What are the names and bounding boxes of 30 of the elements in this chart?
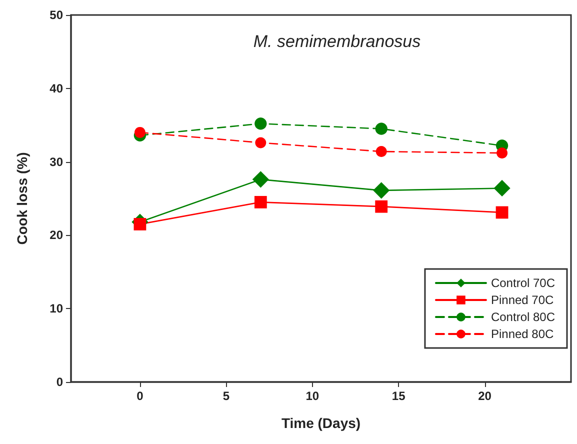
legend-label: Control 80C xyxy=(490,310,556,324)
x-tick-label: 5 xyxy=(222,389,230,403)
x-tick-label: 20 xyxy=(478,389,492,403)
point xyxy=(376,146,387,158)
legend-label: Pinned 70C xyxy=(490,293,554,307)
point xyxy=(252,171,269,188)
y-tick-label: 50 xyxy=(50,8,64,22)
y-tick-label: 30 xyxy=(50,154,64,169)
x-tick-label: 0 xyxy=(136,389,144,403)
point xyxy=(254,196,267,208)
x-axis-title: Time (Days) xyxy=(281,415,361,431)
point xyxy=(375,200,388,213)
point xyxy=(496,147,508,158)
x-tick-label: 10 xyxy=(306,389,320,403)
point xyxy=(496,206,508,219)
y-axis-title: Cook loss (%) xyxy=(14,152,30,245)
point xyxy=(255,137,266,148)
point xyxy=(375,122,388,135)
y-tick-label: 10 xyxy=(50,302,64,316)
text: M. semimembranosus xyxy=(253,32,422,51)
x-tick-label: 15 xyxy=(392,389,406,403)
y-tick-label: 40 xyxy=(50,81,64,96)
point xyxy=(254,118,267,130)
legend-label: Control 70C xyxy=(490,276,556,290)
point xyxy=(494,180,510,197)
y-tick-label: 0 xyxy=(56,375,64,389)
legend-label: Pinned 80C xyxy=(490,327,554,341)
point xyxy=(134,126,146,138)
point xyxy=(373,182,390,199)
y-tick-label: 20 xyxy=(50,228,64,242)
